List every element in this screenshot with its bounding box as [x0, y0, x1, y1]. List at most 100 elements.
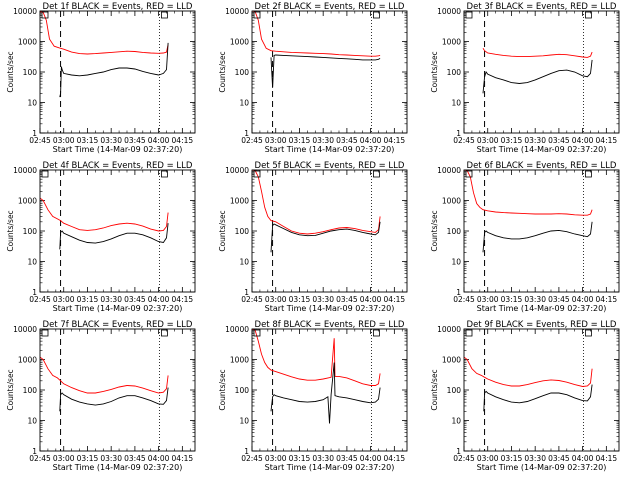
y-tick-label: 10: [451, 99, 461, 108]
x-tick-label: 03:30: [312, 295, 334, 304]
top-right-marker: [161, 11, 168, 19]
chart-panel-4: Det 4f BLACK = Events, RED = LLD Counts/s…: [6, 161, 196, 313]
events-series-line: [59, 42, 169, 98]
top-left-marker: [465, 329, 473, 337]
x-tick-label: 03:15: [77, 454, 99, 463]
y-tick-label: 100: [23, 227, 38, 236]
lld-series-line: [40, 197, 169, 232]
y-tick-label: 10: [239, 417, 249, 426]
y-tick-label: 10: [27, 417, 37, 426]
plot-frame: [39, 169, 196, 293]
y-tick-label: 10: [451, 258, 461, 267]
y-tick-label: 10000: [437, 325, 461, 334]
plot-area: [40, 170, 169, 292]
top-left-marker: [41, 329, 49, 337]
lld-series-line: [252, 11, 381, 57]
plot-frame: [39, 10, 196, 134]
top-right-marker: [161, 329, 168, 337]
events-series-line: [270, 221, 381, 253]
x-tick-label: 04:00: [572, 136, 594, 145]
chart-panel-8: Det 8f BLACK = Events, RED = LLD Counts/s…: [218, 320, 408, 472]
plot-area: [40, 11, 169, 133]
x-tick-label: 02:45: [453, 295, 475, 304]
x-tick-label: 03:15: [501, 454, 523, 463]
y-tick-label: 10: [239, 258, 249, 267]
x-tick-label: 03:00: [477, 454, 499, 463]
chart-title: Det 8f BLACK = Events, RED = LLD: [255, 320, 405, 330]
x-tick-label: 04:15: [596, 454, 618, 463]
top-right-marker: [373, 11, 380, 19]
lld-series-line: [252, 329, 381, 386]
y-tick-label: 100: [23, 68, 38, 77]
y-axis-label: Counts/sec: [218, 51, 227, 92]
plot-frame: [39, 328, 196, 452]
x-tick-label: 03:00: [265, 136, 287, 145]
y-tick-label: 1000: [230, 356, 249, 365]
chart-panel-3: Det 3f BLACK = Events, RED = LLD Counts/s…: [430, 2, 620, 154]
chart-title: Det 3f BLACK = Events, RED = LLD: [467, 2, 617, 12]
plot-frame: [251, 328, 408, 452]
x-tick-label: 03:00: [265, 454, 287, 463]
y-tick-label: 10000: [13, 7, 37, 16]
top-left-marker: [41, 170, 49, 178]
y-tick-label: 100: [23, 386, 38, 395]
events-series-line: [483, 384, 593, 412]
events-series-line: [59, 223, 169, 250]
y-tick-label: 1000: [442, 356, 461, 365]
chart-panel-5: Det 5f BLACK = Events, RED = LLD Counts/s…: [218, 161, 408, 313]
x-tick-label: 04:15: [596, 295, 618, 304]
plot-area: [464, 170, 593, 292]
y-axis-label: Counts/sec: [218, 210, 227, 251]
x-tick-label: 03:15: [289, 295, 311, 304]
y-axis-label: Counts/sec: [430, 210, 439, 251]
plot-area: [40, 329, 169, 451]
top-right-marker: [161, 170, 168, 178]
x-tick-label: 03:30: [100, 454, 122, 463]
y-tick-label: 100: [235, 68, 250, 77]
x-tick-label: 04:15: [172, 295, 194, 304]
y-tick-label: 1: [244, 447, 249, 456]
plot-frame: [463, 328, 620, 452]
plot-frame: [251, 169, 408, 293]
plot-area: [252, 329, 381, 451]
y-tick-label: 10000: [225, 325, 249, 334]
y-tick-label: 10000: [225, 7, 249, 16]
x-tick-label: 03:30: [100, 295, 122, 304]
y-tick-label: 10: [27, 258, 37, 267]
events-series-line: [482, 221, 593, 253]
chart-title: Det 2f BLACK = Events, RED = LLD: [255, 2, 405, 12]
plot-frame: [251, 10, 408, 134]
x-tick-label: 04:00: [148, 295, 170, 304]
x-tick-label: 03:30: [100, 136, 122, 145]
y-tick-label: 10000: [437, 166, 461, 175]
y-tick-label: 1: [244, 288, 249, 297]
x-tick-label: 03:45: [336, 295, 358, 304]
chart-title: Det 5f BLACK = Events, RED = LLD: [255, 161, 405, 171]
x-tick-label: 04:00: [148, 454, 170, 463]
x-tick-label: 02:45: [29, 136, 51, 145]
plot-area: [252, 170, 381, 292]
plot-frame: [463, 10, 620, 134]
top-left-marker: [41, 11, 49, 19]
x-tick-label: 02:45: [29, 454, 51, 463]
x-tick-label: 03:15: [501, 136, 523, 145]
y-axis-label: Counts/sec: [218, 369, 227, 410]
events-series-line: [59, 387, 169, 412]
x-tick-label: 03:00: [265, 295, 287, 304]
y-tick-label: 1000: [18, 197, 37, 206]
y-tick-label: 10: [27, 99, 37, 108]
x-tick-label: 03:30: [312, 454, 334, 463]
chart-panel-6: Det 6f BLACK = Events, RED = LLD Counts/s…: [430, 161, 620, 313]
y-tick-label: 1: [32, 447, 37, 456]
x-tick-label: 02:45: [453, 454, 475, 463]
x-tick-label: 04:00: [572, 295, 594, 304]
chart-panel-9: Det 9f BLACK = Events, RED = LLD Counts/s…: [430, 320, 620, 472]
y-tick-label: 100: [447, 227, 462, 236]
top-left-marker: [465, 11, 473, 19]
y-tick-label: 10000: [437, 7, 461, 16]
y-tick-label: 1000: [442, 197, 461, 206]
x-axis-label: Start Time (14-Mar-09 02:37:20): [265, 304, 395, 313]
x-tick-label: 03:30: [312, 136, 334, 145]
x-axis-label: Start Time (14-Mar-09 02:37:20): [477, 304, 607, 313]
